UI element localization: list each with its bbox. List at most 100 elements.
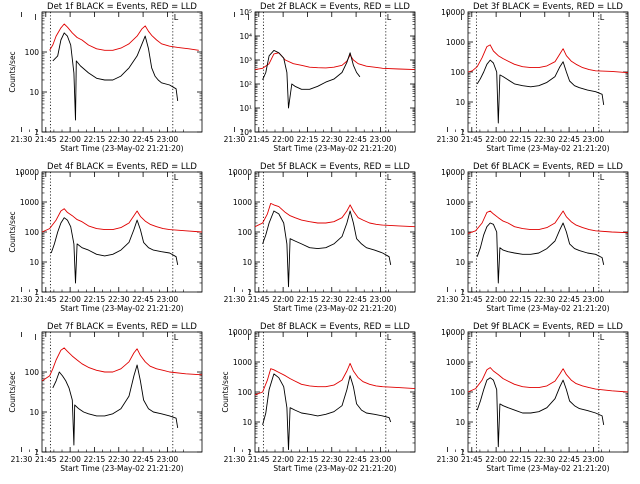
corner-marker-right: L [174, 13, 179, 22]
y-tick-label: 1 [247, 448, 252, 457]
x-axis-label: Start Time (23-May-02 21:21:20) [486, 304, 609, 313]
series-lld-line [254, 52, 416, 71]
x-tick-label: 22:30 [534, 455, 556, 464]
panel-title: Det 2f BLACK = Events, RED = LLD [260, 2, 410, 12]
y-tick-label: 1 [34, 288, 39, 297]
y-tick-label: 1000 [233, 198, 252, 207]
series-events-line [476, 59, 605, 124]
panel-title: Det 6f BLACK = Events, RED = LLD [473, 162, 623, 172]
series-events-line [262, 49, 361, 109]
plot-frame [467, 331, 629, 453]
y-tick-label: 1 [460, 128, 465, 137]
panel-det-2: Det 2f BLACK = Events, RED = LLD 10⁰ 10¹ 10… [224, 2, 416, 153]
x-tick-label: 22:00 [59, 455, 81, 464]
x-tick-label: 22:00 [272, 455, 294, 464]
x-tick-label: 22:00 [59, 295, 81, 304]
corner-marker-right: L [387, 173, 392, 182]
corner-marker-left: I [460, 13, 462, 22]
x-tick-label: 22:15 [84, 455, 106, 464]
x-tick-label: 23:00 [583, 295, 605, 304]
corner-marker-left: I [247, 333, 249, 342]
corner-marker-left: I [460, 173, 462, 182]
x-tick-label: 21:45 [248, 455, 270, 464]
plot-frame [254, 331, 416, 453]
x-tick-label: 21:30 [11, 135, 33, 144]
series-lld-line [49, 23, 199, 51]
y-tick-label: 10³ [239, 56, 252, 65]
corner-marker-left: I [34, 333, 36, 342]
y-tick-label: 1 [34, 128, 39, 137]
x-tick-label: 22:15 [84, 135, 106, 144]
x-tick-label: 21:30 [11, 455, 33, 464]
x-tick-label: 22:45 [558, 455, 580, 464]
corner-marker-left: I [34, 13, 36, 22]
y-tick-label: 10 [455, 98, 465, 107]
y-tick-label: 100 [25, 228, 40, 237]
y-tick-label: 100 [451, 228, 466, 237]
x-tick-label: 22:30 [321, 295, 343, 304]
x-tick-label: 23:00 [583, 455, 605, 464]
x-tick-label: 22:30 [108, 295, 130, 304]
y-tick-label: 10⁵ [239, 8, 252, 17]
x-tick-label: 22:30 [321, 135, 343, 144]
x-tick-label: 21:30 [11, 295, 33, 304]
y-tick-label: 10000 [441, 168, 465, 177]
x-tick-label: 21:45 [248, 135, 270, 144]
x-axis-label: Start Time (23-May-02 21:21:20) [486, 464, 609, 473]
x-tick-label: 23:00 [157, 135, 179, 144]
x-tick-label: 22:00 [272, 135, 294, 144]
x-axis-label: Start Time (23-May-02 21:21:20) [60, 144, 183, 153]
y-axis-label: Counts/sec [221, 371, 230, 412]
y-tick-label: 10⁰ [239, 128, 252, 137]
y-tick-label: 10 [29, 258, 39, 267]
x-tick-label: 21:45 [35, 135, 57, 144]
x-tick-label: 22:45 [345, 295, 367, 304]
x-tick-label: 22:45 [558, 135, 580, 144]
y-tick-label: 10 [455, 418, 465, 427]
y-tick-label: 1000 [20, 198, 39, 207]
panel-det-5: Det 5f BLACK = Events, RED = LLD 1 10 100 10… [224, 162, 416, 313]
y-axis-label: Counts/sec [8, 211, 17, 252]
panel-det-1: Det 1f BLACK = Events, RED = LLD 1 10 100 21… [8, 2, 203, 153]
y-tick-label: 10000 [441, 328, 465, 337]
panel-det-9: Det 9f BLACK = Events, RED = LLD 1 10 100 10… [437, 322, 629, 473]
y-tick-label: 10⁴ [239, 32, 252, 41]
plot-frame [41, 171, 203, 293]
x-tick-label: 22:00 [485, 455, 507, 464]
corner-marker-right: L [600, 333, 605, 342]
x-tick-label: 22:30 [534, 295, 556, 304]
corner-marker-left: I [247, 13, 249, 22]
x-tick-label: 22:30 [108, 135, 130, 144]
series-events-line [476, 377, 605, 448]
series-events-line [262, 210, 392, 288]
x-tick-label: 22:00 [272, 295, 294, 304]
y-tick-label: 10000 [228, 168, 252, 177]
panel-title: Det 1f BLACK = Events, RED = LLD [47, 2, 197, 12]
series-lld-line [467, 210, 629, 234]
series-lld-line [254, 362, 416, 396]
y-tick-label: 10000 [15, 168, 39, 177]
series-lld-line [41, 208, 203, 233]
y-tick-label: 1000 [446, 198, 465, 207]
x-tick-label: 22:45 [558, 295, 580, 304]
corner-marker-right: L [174, 333, 179, 342]
x-tick-label: 23:00 [157, 295, 179, 304]
x-tick-label: 23:00 [370, 295, 392, 304]
x-tick-label: 21:45 [248, 295, 270, 304]
y-axis-label: Counts/sec [8, 51, 17, 92]
x-tick-label: 21:45 [35, 295, 57, 304]
y-tick-label: 10 [29, 88, 39, 97]
y-tick-label: 100 [25, 368, 40, 377]
y-tick-label: 1000 [233, 358, 252, 367]
y-tick-label: 10 [29, 408, 39, 417]
x-tick-label: 23:00 [370, 135, 392, 144]
y-tick-label: 1 [34, 448, 39, 457]
x-tick-label: 21:30 [437, 295, 459, 304]
x-tick-label: 22:30 [108, 455, 130, 464]
x-tick-label: 21:45 [35, 455, 57, 464]
series-lld-line [254, 202, 416, 228]
series-events-line [52, 32, 179, 121]
x-tick-label: 21:30 [224, 295, 246, 304]
x-tick-label: 23:00 [157, 455, 179, 464]
panel-det-4: Det 4f BLACK = Events, RED = LLD 1 10 100 10… [8, 162, 203, 313]
